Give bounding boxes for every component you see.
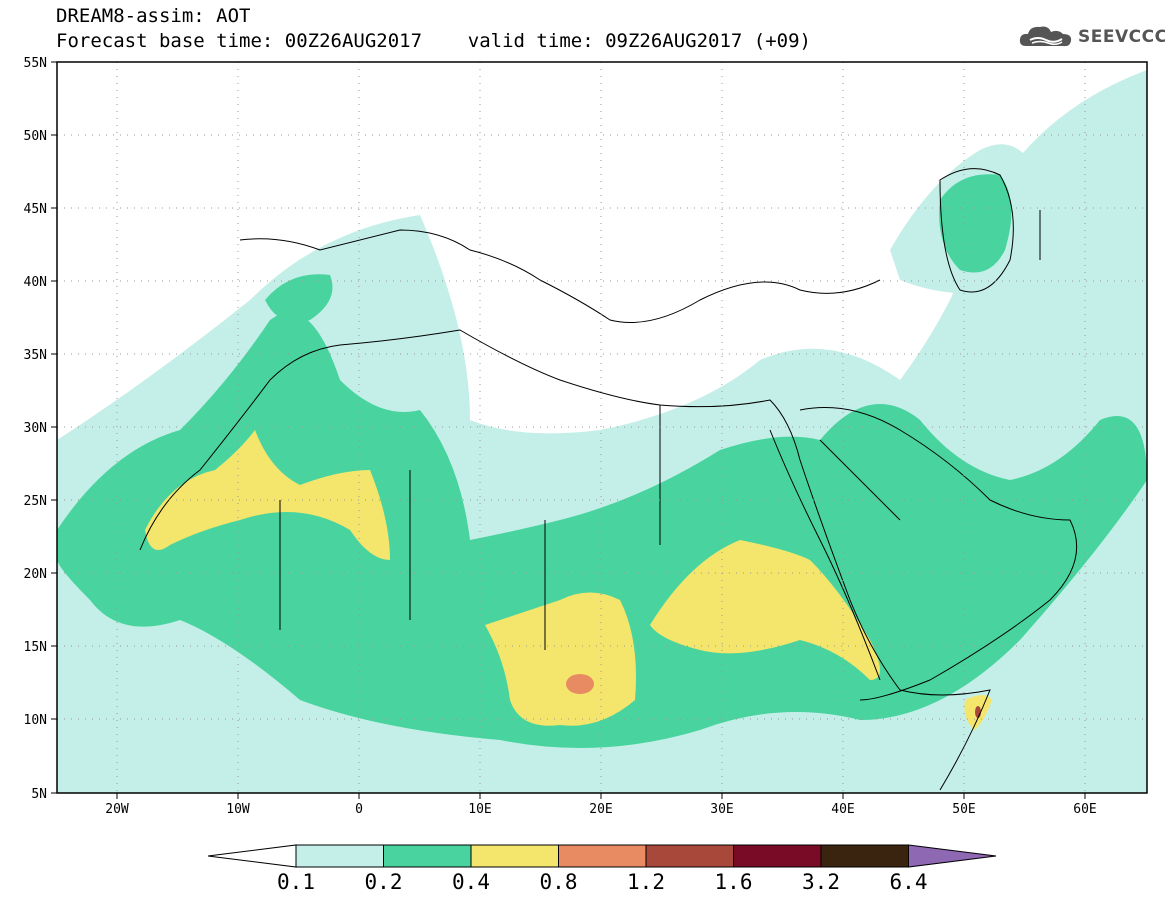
lon-label: 20W bbox=[105, 802, 129, 817]
arabia-coastline bbox=[799, 407, 1078, 701]
lon-label: 40E bbox=[831, 802, 854, 817]
lat-label: 25N bbox=[24, 494, 47, 509]
aot-band-0.2 bbox=[57, 312, 1147, 748]
longitude-labels: 20W 10W 0 10E 20E 30E 40E 50E 60E bbox=[105, 802, 1096, 817]
aot-band-0.2-iberia bbox=[265, 274, 333, 323]
lon-label: 10E bbox=[468, 802, 491, 817]
aot-band-0.4-sudan bbox=[650, 540, 880, 680]
colorbar-label: 0.1 bbox=[277, 870, 315, 894]
grid-lines bbox=[57, 62, 1147, 793]
colorbar-label: 0.2 bbox=[364, 870, 403, 894]
lat-label: 10N bbox=[24, 713, 47, 728]
colorbar-label: 0.4 bbox=[452, 870, 490, 894]
aot-band-0.4-west bbox=[145, 430, 390, 560]
lon-label: 60E bbox=[1073, 802, 1096, 817]
lon-label: 10W bbox=[226, 802, 250, 817]
axis-ticks bbox=[51, 61, 1086, 799]
lat-label: 5N bbox=[31, 787, 47, 802]
caspian-coastline bbox=[939, 168, 1014, 293]
colorbar-label: 0.8 bbox=[539, 870, 578, 894]
colorbar-swatch bbox=[645, 844, 734, 868]
lat-label: 35N bbox=[24, 348, 47, 363]
colorbar-label: 1.6 bbox=[714, 870, 753, 894]
lat-label: 20N bbox=[24, 567, 47, 582]
seevccc-logo: SEEVCCC bbox=[1018, 24, 1165, 50]
latitude-labels: 55N 50N 45N 40N 35N 30N 25N 20N 15N 10N … bbox=[24, 56, 47, 802]
africa-coastline bbox=[139, 329, 991, 791]
colorbar-swatch bbox=[820, 844, 909, 868]
lon-label: 50E bbox=[952, 802, 975, 817]
colorbar-label: 6.4 bbox=[889, 870, 928, 894]
forecast-time-subtitle: Forecast base time: 00Z26AUG2017 valid t… bbox=[56, 30, 811, 52]
aot-colorbar bbox=[207, 844, 997, 868]
colorbar-swatch bbox=[383, 844, 472, 868]
lat-label: 55N bbox=[24, 56, 47, 71]
lat-label: 40N bbox=[24, 275, 47, 290]
colorbar-swatch bbox=[470, 844, 559, 868]
colorbar-swatch bbox=[558, 844, 647, 868]
colorbar-low-arrow bbox=[207, 844, 297, 868]
lon-label: 20E bbox=[589, 802, 612, 817]
lat-label: 45N bbox=[24, 202, 47, 217]
map-title: DREAM8-assim: AOT bbox=[56, 5, 251, 27]
colorbar-label: 3.2 bbox=[802, 870, 840, 894]
lat-label: 15N bbox=[24, 640, 47, 655]
colorbar-swatch bbox=[733, 844, 822, 868]
cloud-logo-icon bbox=[1019, 26, 1072, 47]
logo-text: SEEVCCC bbox=[1078, 27, 1165, 47]
colorbar-swatch bbox=[295, 844, 384, 868]
red-sea-coastline bbox=[769, 429, 881, 681]
coastlines bbox=[139, 168, 1078, 791]
aot-contour-fields bbox=[57, 62, 1147, 793]
colorbar-high-arrow bbox=[908, 844, 997, 868]
lon-label: 0 bbox=[355, 802, 363, 817]
europe-coastline bbox=[239, 229, 881, 323]
colorbar-label: 1.2 bbox=[627, 870, 665, 894]
lon-label: 30E bbox=[710, 802, 733, 817]
borders bbox=[279, 210, 1041, 650]
lat-label: 50N bbox=[24, 129, 47, 144]
aot-band-0.8-hotspot bbox=[566, 674, 594, 694]
lat-label: 30N bbox=[24, 421, 47, 436]
aot-band-0.4-chad bbox=[485, 592, 636, 726]
aot-band-1.2-hotspot bbox=[975, 706, 981, 718]
aot-band-0.2-caspian bbox=[939, 174, 1012, 273]
